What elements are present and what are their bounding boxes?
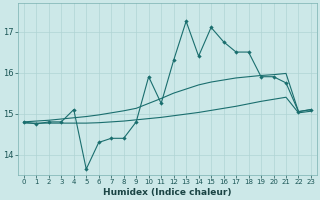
X-axis label: Humidex (Indice chaleur): Humidex (Indice chaleur) [103, 188, 232, 197]
